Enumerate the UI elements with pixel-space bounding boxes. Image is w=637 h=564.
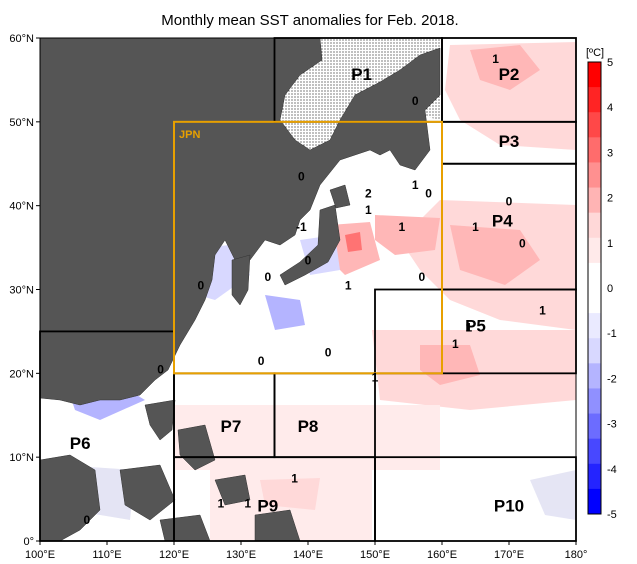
land-masses — [40, 38, 441, 541]
contour-label: 0 — [412, 94, 419, 108]
region-label-p1: P1 — [351, 65, 372, 84]
anomaly-patches — [175, 42, 576, 541]
contour-label: 2 — [365, 186, 372, 200]
colorbar-tick-label: -2 — [607, 373, 617, 385]
region-label-p5: P5 — [465, 316, 486, 335]
colorbar-segment — [588, 187, 601, 214]
colorbar-segment — [588, 237, 601, 264]
lon-tick-label: 100°E — [25, 549, 55, 561]
region-box-p5 — [374, 288, 577, 375]
lat-tick-label: 50°N — [9, 117, 34, 129]
contour-label: 1 — [472, 220, 479, 234]
contour-label: 0 — [157, 362, 164, 376]
lon-tick-label: 180° — [565, 549, 588, 561]
contour-label: 0 — [305, 253, 312, 267]
contour-label: 0 — [506, 195, 513, 209]
colorbar-segment — [588, 463, 601, 490]
jpn-box-outline — [173, 120, 443, 375]
lon-tick-label: 110°E — [92, 549, 121, 561]
colorbar-segment — [588, 137, 601, 163]
map-title: Monthly mean SST anomalies for Feb. 2018… — [161, 12, 458, 29]
contour-label: 0 — [298, 170, 305, 184]
colorbar-segment — [588, 413, 601, 440]
colorbar-tick-label: 3 — [607, 147, 613, 159]
lat-tick-label: 20°N — [9, 368, 34, 380]
contour-label: 1 — [465, 320, 472, 334]
colorbar: [ºC] 5 4 3 2 1 0 -1 -2 -3 -4 -5 — [586, 47, 617, 521]
contour-label: 0 — [325, 346, 332, 360]
colorbar-segment — [588, 212, 601, 239]
colorbar-segment — [588, 363, 601, 389]
contour-label: 0 — [425, 186, 432, 200]
lat-tick-label: 30°N — [9, 285, 34, 297]
colorbar-tick-label: 4 — [607, 102, 613, 114]
region-label-p3: P3 — [499, 132, 520, 151]
latitude-ticks: 60°N 50°N 40°N 30°N 20°N 10°N 0° — [9, 33, 40, 548]
contour-label: 0 — [264, 270, 271, 284]
region-label-p10: P10 — [494, 497, 524, 516]
lon-tick-label: 130°E — [226, 549, 256, 561]
lon-tick-label: 150°E — [360, 549, 390, 561]
region-labels: P1 P2 P3 P4 P5 P6 P7 P8 P9 P10 — [70, 65, 524, 516]
colorbar-tick-label: 1 — [607, 238, 613, 250]
colorbar-tick-label: -4 — [607, 464, 617, 476]
colorbar-segment — [588, 162, 601, 189]
contour-label: 1 — [291, 471, 298, 485]
contour-label: 1 — [539, 304, 546, 318]
contour-label: 0 — [519, 237, 526, 251]
colorbar-segment — [588, 87, 601, 113]
colorbar-tick-label: -5 — [607, 509, 617, 521]
colorbar-frame — [587, 61, 602, 515]
colorbar-segment — [588, 388, 601, 415]
longitude-ticks: 100°E 110°E 120°E 130°E 140°E 150°E 160°E 170°E… — [25, 541, 587, 561]
colorbar-tick-label: 0 — [607, 283, 613, 295]
colorbar-segment — [588, 62, 601, 88]
lat-tick-label: 40°N — [9, 201, 34, 213]
colorbar-tick-label: -1 — [607, 328, 617, 340]
lon-tick-label: 140°E — [293, 549, 323, 561]
colorbar-segment — [588, 313, 601, 339]
region-box-p10 — [374, 456, 577, 542]
colorbar-tick-label: 2 — [607, 193, 613, 205]
lat-tick-label: 0° — [23, 536, 34, 548]
contour-label: 0 — [84, 513, 91, 527]
region-label-p8: P8 — [298, 417, 319, 436]
colorbar-unit: [ºC] — [586, 47, 604, 59]
contour-label: 1 — [492, 52, 499, 66]
lon-tick-label: 160°E — [427, 549, 457, 561]
contour-label: 0 — [258, 354, 265, 368]
contour-label: 1 — [412, 178, 419, 192]
contour-label: 1 — [244, 496, 251, 510]
lon-tick-label: 120°E — [159, 549, 189, 561]
region-label-p6: P6 — [70, 434, 91, 453]
colorbar-tick-label: -3 — [607, 419, 617, 431]
lat-tick-label: 60°N — [9, 33, 34, 45]
contour-label: 1 — [452, 337, 459, 351]
contour-label: 0 — [197, 279, 204, 293]
contour-label: -1 — [296, 220, 307, 234]
region-label-p4: P4 — [492, 212, 513, 231]
colorbar-tick-label: 5 — [607, 57, 613, 69]
lat-tick-label: 10°N — [9, 452, 34, 464]
contour-label: 1 — [345, 279, 352, 293]
contour-label: 0 — [419, 270, 426, 284]
lon-tick-label: 170°E — [494, 549, 524, 561]
colorbar-segment — [588, 112, 601, 138]
jpn-box: JPN — [173, 120, 443, 375]
contour-label: 1 — [365, 203, 372, 217]
colorbar-segment — [588, 488, 601, 515]
contour-label: 1 — [218, 496, 225, 510]
colorbar-segment — [588, 438, 601, 465]
region-label-p2: P2 — [499, 65, 520, 84]
colorbar-segment — [588, 338, 601, 364]
colorbar-segment — [588, 262, 601, 289]
region-label-p9: P9 — [257, 497, 278, 516]
jpn-box-label: JPN — [179, 129, 200, 141]
colorbar-segment — [588, 288, 601, 314]
contour-label: 1 — [372, 371, 379, 385]
region-label-p7: P7 — [221, 417, 242, 436]
contour-label: 1 — [398, 220, 405, 234]
